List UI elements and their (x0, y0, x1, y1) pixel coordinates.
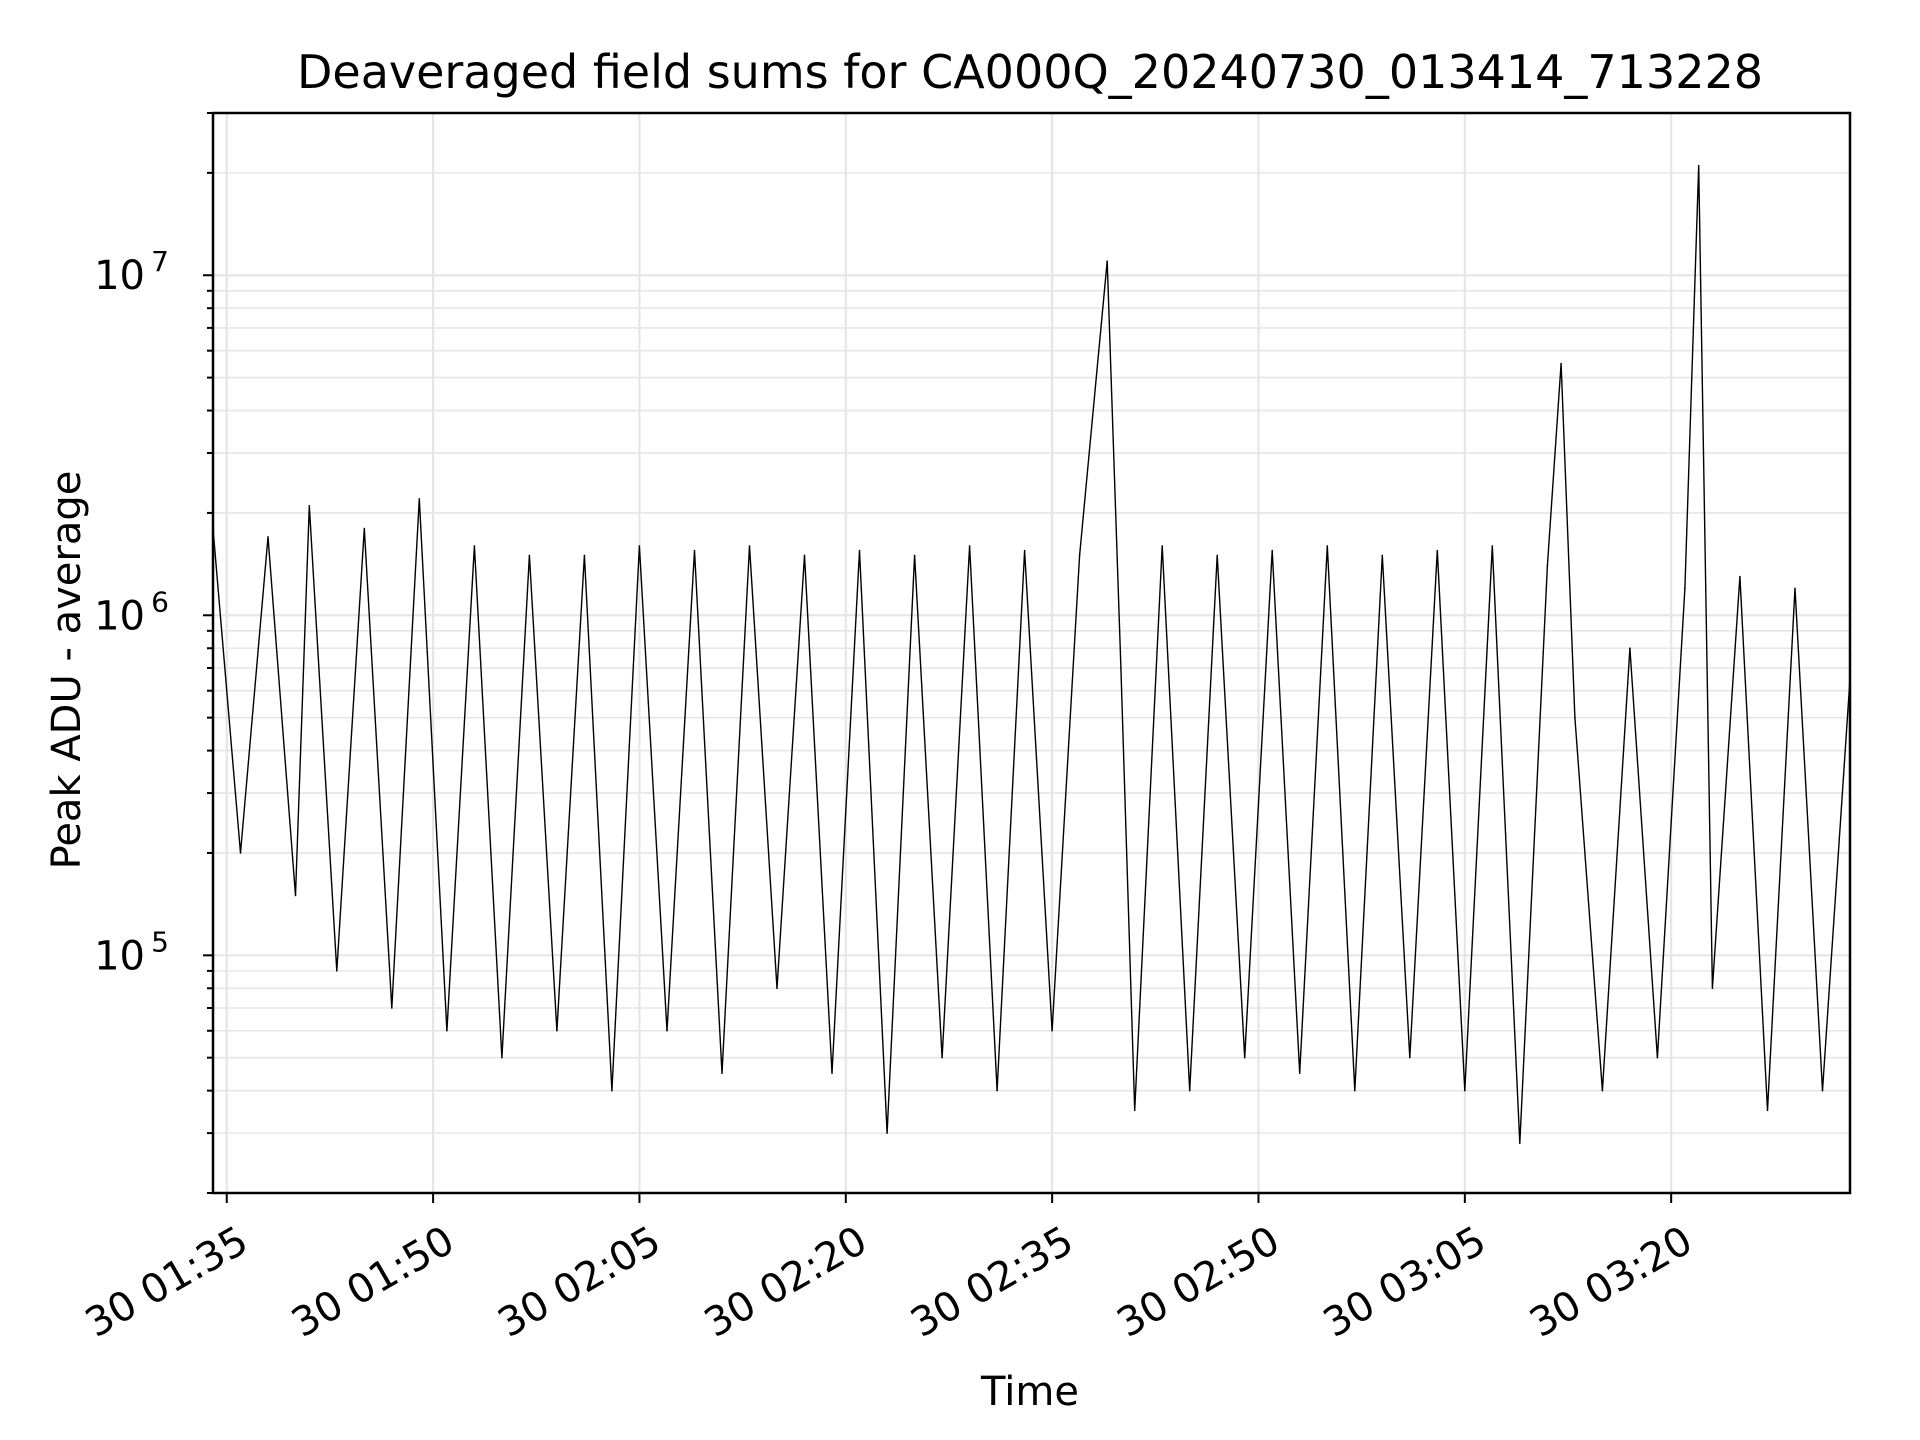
y-tick-exponent: 6 (151, 585, 169, 618)
data-point (1697, 164, 1700, 167)
data-point (336, 970, 338, 972)
data-point (1491, 545, 1494, 547)
chart-title: Deaveraged field sums for CA000Q_2024073… (297, 45, 1763, 99)
x-tick-label: 30 02:35 (903, 1218, 1081, 1347)
data-point (941, 1056, 943, 1059)
data-point (446, 1029, 448, 1032)
data-point (1574, 716, 1576, 719)
x-tick-label: 30 01:35 (78, 1218, 256, 1347)
x-tick-label: 30 02:20 (697, 1218, 875, 1347)
data-point (583, 554, 586, 557)
y-axis-label: Peak ADU - average (44, 471, 90, 870)
data-point (1684, 587, 1686, 590)
data-point (638, 545, 641, 547)
data-point (418, 498, 421, 500)
data-point (803, 554, 806, 557)
data-point (996, 1089, 998, 1092)
data-point (1519, 1142, 1521, 1145)
data-point (239, 852, 242, 854)
data-point (1161, 545, 1163, 547)
data-point (294, 894, 297, 897)
data-point (1188, 1089, 1191, 1092)
data-point (1711, 987, 1714, 990)
data-point (1766, 1109, 1769, 1112)
data-point (1120, 667, 1122, 669)
x-tick-label: 30 02:05 (491, 1218, 669, 1347)
data-point (913, 554, 916, 557)
y-tick-exponent: 5 (151, 925, 169, 958)
data-point (1106, 260, 1108, 262)
data-point (1601, 1089, 1604, 1092)
data-point (1298, 1072, 1301, 1075)
data-point (1629, 647, 1631, 650)
data-point (693, 549, 696, 552)
data-point (473, 545, 476, 547)
data-point (1133, 1109, 1136, 1112)
data-point (1560, 362, 1562, 365)
x-tick-label: 30 01:50 (284, 1218, 462, 1347)
x-axis-label: Time (980, 1369, 1079, 1415)
y-tick-label: 10 (94, 253, 145, 299)
data-point (501, 1056, 503, 1059)
series-layer (212, 164, 1851, 1145)
data-point (1546, 564, 1549, 567)
data-point (391, 1007, 393, 1009)
x-tick-label: 30 02:50 (1110, 1218, 1288, 1347)
data-point (1243, 1056, 1246, 1059)
data-point (886, 1132, 888, 1134)
data-point (748, 545, 751, 547)
data-point (1023, 549, 1026, 552)
data-point (776, 987, 778, 990)
data-point (556, 1029, 558, 1032)
data-point (528, 554, 531, 557)
data-point (1353, 1089, 1356, 1092)
data-point (1656, 1056, 1659, 1059)
data-point (1381, 554, 1384, 557)
data-point (1326, 545, 1329, 547)
x-tick-label: 30 03:20 (1522, 1218, 1700, 1347)
data-point (363, 527, 366, 530)
data-point (1794, 587, 1796, 590)
data-point (858, 549, 861, 552)
plot-frame (211, 111, 1852, 1195)
data-point (308, 504, 311, 507)
data-point (666, 1029, 668, 1032)
data-point (1821, 1089, 1824, 1092)
data-point (1739, 575, 1741, 578)
data-point (1051, 1029, 1053, 1032)
x-tick-label: 30 03:05 (1316, 1218, 1494, 1347)
y-tick-label: 10 (94, 593, 145, 639)
series-line (212, 165, 1851, 1144)
data-point (721, 1072, 723, 1075)
data-point (968, 545, 971, 547)
data-point (611, 1089, 613, 1092)
data-point (1216, 554, 1219, 557)
y-tick-exponent: 7 (151, 245, 169, 278)
data-point (1436, 549, 1439, 552)
data-point (831, 1072, 833, 1075)
data-point (1464, 1089, 1466, 1092)
y-tick-label: 10 (94, 933, 145, 979)
grid (213, 112, 1850, 1194)
data-point (1408, 1056, 1411, 1059)
data-point (267, 536, 269, 538)
data-point (1271, 549, 1274, 552)
data-point (1078, 554, 1081, 557)
